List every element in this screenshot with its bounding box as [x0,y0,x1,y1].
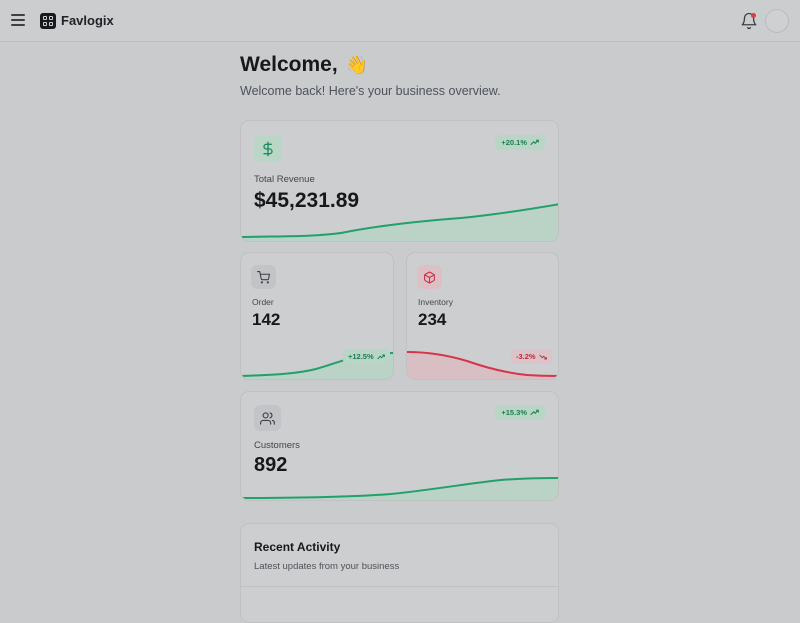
inventory-sparkline [407,351,558,379]
bell-icon[interactable] [740,12,758,30]
revenue-value: $45,231.89 [254,189,360,212]
order-value: 142 [252,310,281,329]
order-label: Order [252,297,274,307]
order-change-text: +12.5% [348,352,374,361]
app-name[interactable]: Favlogix [61,13,114,28]
inventory-value: 234 [418,310,447,329]
trend-up-icon [530,139,539,146]
inventory-label: Inventory [418,297,453,307]
order-change-badge: +12.5% [343,349,390,364]
trend-down-icon [538,354,547,359]
notification-dot [751,13,756,18]
page-title: Welcome, 👋 [240,53,368,77]
inventory-card[interactable]: Inventory 234 -3.2% [406,252,559,380]
revenue-change-text: +20.1% [501,138,527,147]
recent-activity-title: Recent Activity [254,540,341,554]
order-card[interactable]: Order 142 +12.5% [240,252,394,380]
dollar-icon [254,135,282,162]
trend-up-icon [530,409,539,416]
customers-value: 892 [254,454,288,476]
revenue-label: Total Revenue [254,174,315,185]
revenue-change-badge: +20.1% [495,135,545,150]
inventory-change-text: -3.2% [516,352,536,361]
hamburger-menu-icon[interactable] [11,14,25,26]
revenue-sparkline [241,203,558,241]
page-subtitle: Welcome back! Here's your business overv… [240,84,501,98]
page-title-text: Welcome, [240,53,338,76]
grid-logo-icon [40,13,56,29]
divider [241,586,558,587]
user-avatar[interactable] [765,9,789,33]
waving-hand-icon: 👋 [345,55,368,75]
customers-card[interactable]: +15.3% Customers 892 [240,391,559,501]
cart-icon [251,265,276,289]
revenue-card[interactable]: +20.1% Total Revenue $45,231.89 [240,120,559,242]
inventory-change-badge: -3.2% [511,349,552,364]
recent-activity-subtitle: Latest updates from your business [254,561,400,572]
customers-change-badge: +15.3% [495,405,545,420]
box-icon [417,265,442,289]
recent-activity-card: Recent Activity Latest updates from your… [240,523,559,623]
customers-label: Customers [254,440,300,451]
trend-up-icon [376,354,385,359]
top-bar: Favlogix [0,0,800,42]
customers-change-text: +15.3% [501,408,527,417]
users-icon [254,405,281,431]
customers-sparkline [241,477,558,500]
